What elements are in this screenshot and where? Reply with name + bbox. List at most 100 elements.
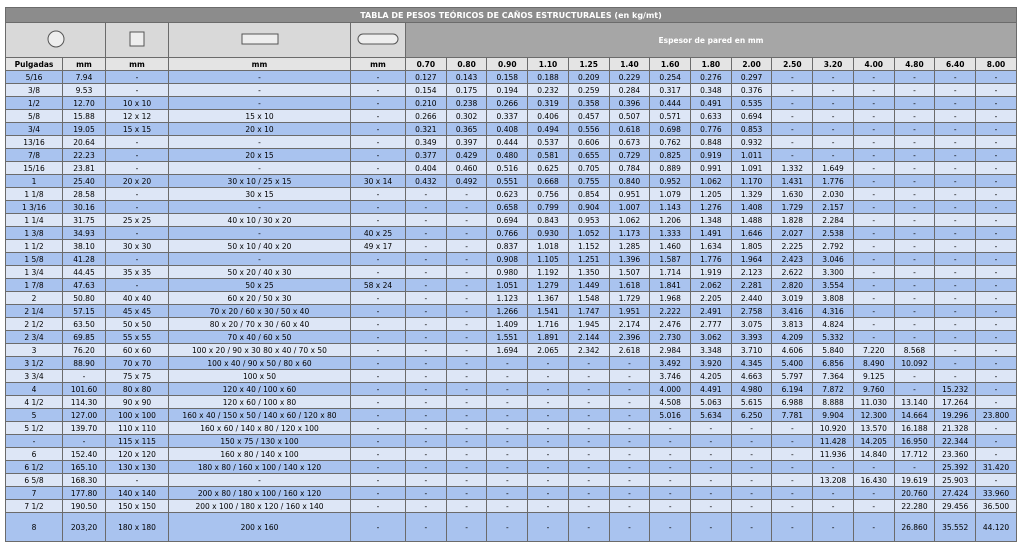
table-cell: 2.820 <box>771 278 814 292</box>
table-cell: 2.157 <box>812 200 854 214</box>
weights-table: TABLA DE PESOS TEÓRICOS DE CAÑOS ESTRUCT… <box>5 7 1017 542</box>
table-cell: 1.964 <box>730 252 773 266</box>
table-cell: 0.673 <box>608 135 651 149</box>
table-cell: 9.125 <box>852 369 895 383</box>
table-cell: 3.075 <box>730 317 773 331</box>
table-cell: 0.668 <box>527 174 569 188</box>
table-cell: 0.694 <box>486 213 529 227</box>
table-cell: - <box>405 460 447 474</box>
table-cell: 7.781 <box>771 408 814 422</box>
table-cell: - <box>893 109 936 123</box>
table-cell: 8.490 <box>852 356 895 370</box>
table-cell: 0.358 <box>567 96 610 110</box>
round-icon <box>5 22 106 58</box>
table-cell: 4 1/2 <box>5 395 63 409</box>
thickness-header: 4.00 <box>852 57 895 71</box>
table-cell: - <box>168 473 351 487</box>
table-cell: - <box>975 291 1017 305</box>
table-cell: 5.400 <box>771 356 814 370</box>
table-cell: 139.70 <box>62 421 106 435</box>
table-cell: - <box>350 408 406 422</box>
table-cell: 34.93 <box>62 226 106 240</box>
table-cell: - <box>852 135 895 149</box>
table-cell: 2.476 <box>649 317 692 331</box>
table-cell: 1.805 <box>730 239 773 253</box>
table-cell: - <box>567 382 610 396</box>
table-cell: 2.284 <box>812 213 854 227</box>
table-cell: 0.158 <box>486 70 529 84</box>
table-cell: - <box>893 135 936 149</box>
table-cell: - <box>445 447 488 461</box>
table-cell: 0.784 <box>608 161 651 175</box>
table-cell: - <box>567 395 610 409</box>
table-cell: - <box>812 109 854 123</box>
table-cell: - <box>486 499 529 513</box>
table-cell: 1.716 <box>527 317 569 331</box>
table-cell: - <box>934 187 977 201</box>
table-cell: 177.80 <box>62 486 106 500</box>
table-cell: 0.952 <box>649 174 692 188</box>
table-cell: 1.052 <box>567 226 610 240</box>
table-cell: 30 x 10 / 25 x 15 <box>168 174 351 188</box>
table-cell: 25.40 <box>62 174 106 188</box>
table-cell: 2.225 <box>771 239 814 253</box>
table-cell: 0.210 <box>405 96 447 110</box>
table-cell: - <box>852 291 895 305</box>
table-cell: 1.630 <box>771 187 814 201</box>
table-cell: - <box>405 408 447 422</box>
table-cell: - <box>527 395 569 409</box>
table-cell: - <box>168 200 351 214</box>
table-cell: 75 x 75 <box>105 369 169 383</box>
table-cell: 1.646 <box>730 226 773 240</box>
table-cell: - <box>168 226 351 240</box>
table-cell: 0.507 <box>608 109 651 123</box>
table-cell: 1.507 <box>608 265 651 279</box>
table-cell: - <box>486 395 529 409</box>
oval-icon <box>350 22 406 58</box>
table-cell: - <box>405 278 447 292</box>
table-cell: 180 x 180 <box>105 512 169 542</box>
table-cell: - <box>975 434 1017 448</box>
table-row: 5 1/2 139.70 110 x 110 160 x 60 / 140 x 80 … <box>5 421 1017 435</box>
table-cell: - <box>812 135 854 149</box>
table-cell: - <box>486 369 529 383</box>
table-cell: 0.457 <box>567 109 610 123</box>
table-row: 5/16 7.94- - -0.127 0.143 0.158 0.188 0.209 0.22… <box>5 70 1017 84</box>
table-cell: 1 7/8 <box>5 278 63 292</box>
table-cell: 0.404 <box>405 161 447 175</box>
table-cell: 16.430 <box>852 473 895 487</box>
table-cell: 100 x 20 / 90 x 30 80 x 40 / 70 x 50 <box>168 343 351 357</box>
table-cell: - <box>445 239 488 253</box>
table-cell: - <box>105 252 169 266</box>
table-cell: 0.259 <box>567 83 610 97</box>
table-cell: 2.030 <box>812 187 854 201</box>
table-cell: - <box>350 109 406 123</box>
table-cell: 0.953 <box>567 213 610 227</box>
table-cell: 2.396 <box>608 330 651 344</box>
table-cell: 110 x 110 <box>105 421 169 435</box>
table-cell: - <box>405 434 447 448</box>
table-cell: - <box>350 161 406 175</box>
table-cell: 0.930 <box>527 226 569 240</box>
table-cell: 3.808 <box>812 291 854 305</box>
table-cell: - <box>405 395 447 409</box>
table-cell: 100 x 100 <box>105 408 169 422</box>
table-cell: - <box>975 317 1017 331</box>
table-cell: 0.698 <box>649 122 692 136</box>
table-cell: - <box>852 330 895 344</box>
table-cell: - <box>852 512 895 542</box>
table-cell: 1.123 <box>486 291 529 305</box>
table-cell: - <box>350 187 406 201</box>
table-cell: 1.329 <box>730 187 773 201</box>
table-cell: 0.571 <box>649 109 692 123</box>
table-cell: - <box>852 278 895 292</box>
thickness-header: 1.40 <box>608 57 651 71</box>
table-cell: - <box>893 187 936 201</box>
table-cell: 30 x 30 <box>105 239 169 253</box>
table-cell: - <box>405 330 447 344</box>
table-cell: 0.904 <box>567 200 610 214</box>
table-cell: - <box>690 447 732 461</box>
table-cell: 3.393 <box>730 330 773 344</box>
table-cell: 1.891 <box>527 330 569 344</box>
